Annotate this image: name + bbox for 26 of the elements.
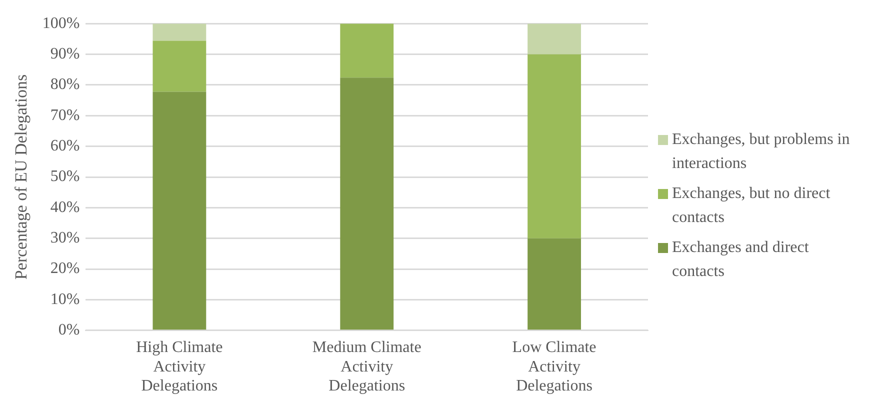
bar [152, 40, 206, 92]
y-tick-label: 50% [50, 168, 80, 186]
x-tick-label: Low Climate Activity Delegations [512, 339, 596, 395]
y-tick-label: 0% [58, 322, 80, 339]
bar [528, 54, 581, 238]
bar [340, 24, 394, 78]
x-tick-label: Medium Climate Activity Delegations [312, 339, 422, 395]
y-tick-label: 30% [50, 230, 80, 247]
y-tick-label: 80% [50, 76, 80, 94]
legend-label: Exchanges and direct contacts [672, 238, 810, 282]
bar [152, 24, 206, 41]
y-tick-label: 10% [50, 290, 80, 308]
y-tick-label: 100% [42, 14, 80, 32]
bar [528, 24, 581, 54]
legend-label: Exchanges, but no direct contacts [672, 184, 832, 228]
legend-label: Exchanges, but problems in interactions [672, 130, 851, 174]
y-tick-label: 20% [50, 260, 80, 278]
bar [152, 92, 206, 330]
bar [340, 78, 394, 330]
y-tick-label: 60% [50, 138, 80, 155]
x-tick-label: High Climate Activity Delegations [136, 339, 223, 395]
bar [528, 238, 581, 330]
y-tick-label: 40% [50, 198, 80, 216]
y-tick-label: 90% [50, 45, 80, 62]
y-tick-label: 70% [50, 106, 80, 124]
y-axis-title: Percentage of EU Delegations [12, 74, 31, 280]
